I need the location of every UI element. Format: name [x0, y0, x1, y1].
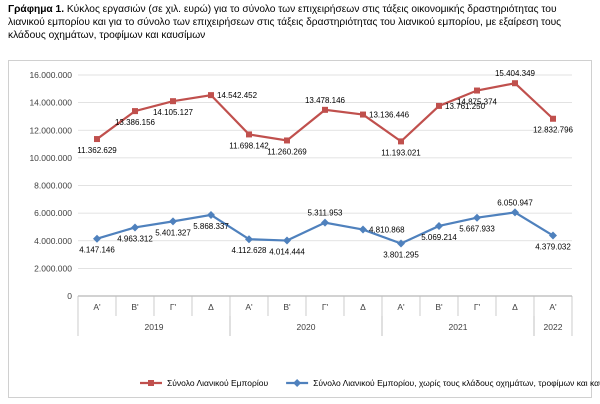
y-tick-label: 12.000.000 — [29, 125, 72, 135]
x-tick-label: Δ — [360, 302, 366, 312]
y-tick-label: 14.000.000 — [29, 98, 72, 108]
x-tick-label: Α' — [397, 302, 405, 312]
x-tick-label: Α' — [549, 302, 557, 312]
data-label: 15.404.349 — [495, 69, 536, 78]
chart-caption: Γράφημα 1. Κύκλος εργασιών (σε χιλ. ευρώ… — [8, 3, 594, 42]
data-label: 4.810.868 — [369, 226, 405, 235]
data-point — [435, 221, 443, 230]
x-tick-label: Β' — [131, 302, 139, 312]
data-label: 4.963.312 — [117, 234, 153, 243]
x-tick-label: Β' — [435, 302, 443, 312]
data-label: 12.832.796 — [533, 126, 574, 135]
x-tick-label: Γ' — [170, 302, 177, 312]
data-label: 5.667.933 — [459, 225, 495, 234]
data-label: 4.379.032 — [535, 243, 571, 252]
data-label: 13.478.146 — [305, 96, 346, 105]
legend-marker — [148, 380, 154, 386]
data-point — [321, 218, 329, 227]
y-tick-label: 6.000.000 — [34, 208, 72, 218]
data-label: 3.801.295 — [383, 250, 419, 259]
data-point — [397, 239, 405, 248]
data-point — [360, 111, 366, 118]
data-point — [283, 236, 291, 245]
data-point — [436, 102, 442, 109]
x-tick-label: Γ' — [474, 302, 481, 312]
data-point — [170, 98, 176, 105]
data-point — [550, 115, 556, 122]
data-point — [246, 131, 252, 138]
data-point — [94, 136, 100, 143]
data-label: 11.260.269 — [267, 147, 307, 156]
legend-label: Σύνολο Λιανικού Εμπορίου — [167, 378, 268, 388]
data-label: 5.069.214 — [421, 233, 457, 242]
data-point — [322, 106, 328, 113]
y-tick-label: 16.000.000 — [29, 70, 72, 80]
data-point — [93, 234, 101, 243]
y-tick-label: 10.000.000 — [29, 153, 72, 163]
data-point — [398, 138, 404, 145]
x-tick-label: Α' — [245, 302, 253, 312]
y-tick-label: 2.000.000 — [34, 263, 72, 273]
data-point — [208, 92, 214, 99]
data-label: 5.311.953 — [308, 209, 344, 218]
caption-text: Κύκλος εργασιών (σε χιλ. ευρώ) για το σύ… — [8, 4, 562, 41]
x-tick-label: Β' — [283, 302, 291, 312]
data-label: 14.542.452 — [217, 91, 258, 100]
data-point — [284, 137, 290, 144]
data-point — [132, 108, 138, 115]
data-label: 13.136.446 — [369, 111, 410, 120]
data-point — [169, 217, 177, 226]
year-label: 2019 — [145, 322, 164, 332]
x-tick-label: Δ — [512, 302, 518, 312]
y-tick-label: 4.000.000 — [34, 236, 72, 246]
data-point — [359, 225, 367, 234]
year-label: 2021 — [449, 322, 468, 332]
year-label: 2020 — [297, 322, 316, 332]
data-label: 13.761.250 — [445, 102, 486, 111]
caption-label: Γράφημα 1. — [8, 4, 65, 15]
data-label: 14.875.374 — [457, 98, 498, 107]
y-tick-label: 0 — [67, 291, 72, 301]
data-label: 5.868.337 — [193, 222, 229, 231]
data-point — [473, 213, 481, 222]
data-label: 11.193.021 — [381, 148, 421, 157]
data-point — [512, 80, 518, 87]
data-point — [207, 210, 215, 219]
data-label: 14.105.127 — [153, 108, 194, 117]
data-point — [511, 208, 519, 217]
data-label: 4.112.628 — [232, 246, 268, 255]
data-point — [245, 235, 253, 244]
data-label: 4.147.146 — [79, 246, 115, 255]
data-label: 4.014.444 — [269, 248, 305, 257]
data-point — [474, 87, 480, 94]
data-label: 5.401.327 — [155, 228, 191, 237]
data-label: 6.050.947 — [497, 198, 533, 207]
legend-marker — [293, 379, 302, 387]
data-point — [131, 223, 139, 232]
x-tick-label: Γ' — [322, 302, 329, 312]
year-label: 2022 — [544, 322, 563, 332]
data-label: 11.698.142 — [229, 141, 269, 150]
x-tick-label: Δ — [208, 302, 214, 312]
chart-frame — [8, 60, 592, 398]
y-tick-label: 8.000.000 — [34, 181, 72, 191]
x-tick-label: Α' — [93, 302, 101, 312]
legend-label: Σύνολο Λιανικού Εμπορίου, χωρίς τους κλά… — [313, 378, 600, 388]
data-label: 11.362.629 — [77, 146, 117, 155]
data-label: 13.386.156 — [115, 118, 156, 127]
data-point — [549, 231, 557, 240]
